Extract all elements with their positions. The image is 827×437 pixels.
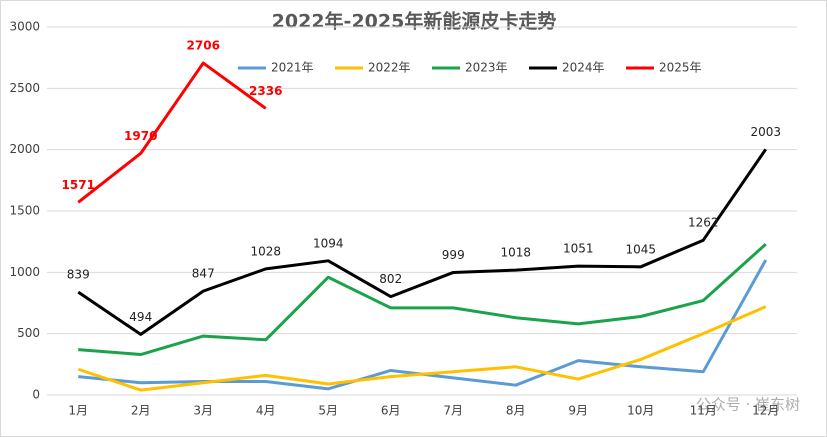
y-tick-label: 2500 [9, 81, 40, 95]
data-label: 1045 [625, 242, 656, 256]
data-label: 1051 [563, 242, 594, 256]
x-tick-label: 12月 [752, 404, 779, 418]
data-label: 1970 [124, 129, 157, 143]
series-line [77, 148, 767, 336]
data-label: 802 [379, 272, 402, 286]
data-label: 999 [442, 248, 465, 262]
legend-label: 2025年 [659, 61, 702, 75]
legend-label: 2022年 [368, 61, 411, 75]
y-tick-label: 1500 [9, 204, 40, 218]
y-tick-label: 500 [17, 326, 40, 340]
data-label: 2336 [249, 84, 282, 98]
x-tick-label: 9月 [568, 404, 588, 418]
legend-label: 2024年 [562, 61, 605, 75]
x-tick-label: 7月 [443, 404, 463, 418]
x-tick-label: 5月 [318, 404, 338, 418]
data-label: 1028 [250, 244, 281, 258]
chart-title: 2022年-2025年新能源皮卡走势 [272, 10, 557, 33]
data-label: 1018 [500, 246, 531, 260]
legend-label: 2023年 [465, 61, 508, 75]
data-label: 1262 [688, 216, 719, 230]
data-label: 1571 [62, 178, 95, 192]
x-tick-label: 2月 [131, 404, 151, 418]
y-tick-label: 1000 [9, 265, 40, 279]
x-tick-label: 10月 [627, 404, 654, 418]
y-tick-label: 3000 [9, 20, 40, 34]
x-tick-label: 8月 [506, 404, 526, 418]
data-label: 847 [192, 267, 215, 281]
watermark: 公众号 · 崔东树 [696, 396, 800, 414]
x-tick-label: 1月 [68, 404, 88, 418]
y-tick-label: 0 [32, 388, 40, 402]
series-line [77, 305, 767, 392]
data-label: 1094 [313, 236, 344, 250]
x-tick-label: 6月 [381, 404, 401, 418]
x-tick-label: 3月 [193, 404, 213, 418]
series-line [77, 61, 267, 204]
data-label: 2706 [187, 39, 220, 53]
y-tick-label: 2000 [9, 142, 40, 156]
x-tick-label: 4月 [256, 404, 276, 418]
x-tick-label: 11月 [690, 404, 717, 418]
data-label: 2003 [750, 125, 781, 139]
data-label: 494 [129, 310, 152, 324]
data-label: 839 [67, 268, 90, 282]
legend-label: 2021年 [271, 61, 314, 75]
series-line [78, 243, 767, 357]
